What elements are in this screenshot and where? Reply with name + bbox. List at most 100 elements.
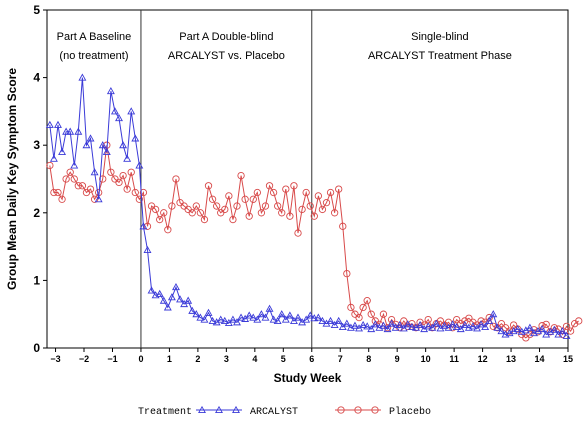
- phase-label-0-line-0: Part A Baseline: [57, 31, 132, 43]
- data-point: [436, 317, 445, 325]
- data-point: [139, 188, 148, 197]
- data-point: [102, 147, 111, 155]
- data-point: [379, 310, 388, 318]
- y-axis-ticks: 0 1 2 3 4 5: [33, 3, 47, 355]
- series-placebo: [46, 141, 583, 342]
- data-point: [399, 324, 408, 332]
- data-point: [468, 322, 477, 330]
- data-point: [355, 324, 364, 332]
- x-tick-label: 15: [563, 354, 573, 364]
- data-point: [285, 311, 294, 319]
- data-point: [294, 229, 302, 237]
- data-point: [566, 327, 575, 335]
- y-tick-label: 2: [33, 206, 40, 220]
- legend-label: Placebo: [389, 406, 431, 418]
- y-tick-label: 1: [33, 273, 40, 287]
- legend-marker: [198, 405, 206, 414]
- data-point: [249, 195, 257, 203]
- x-tick-label: 4: [252, 354, 257, 364]
- x-tick-label: 14: [535, 354, 545, 364]
- data-point: [123, 185, 131, 193]
- data-point: [395, 320, 404, 329]
- legend-label: ARCALYST: [250, 407, 298, 418]
- data-point: [525, 323, 534, 331]
- x-tick-label: 2: [195, 354, 200, 364]
- data-point: [139, 222, 148, 230]
- data-point: [90, 168, 99, 176]
- data-point: [485, 316, 494, 324]
- data-point: [147, 286, 156, 294]
- data-point: [554, 330, 563, 338]
- data-point: [168, 202, 176, 210]
- data-point: [342, 319, 351, 327]
- data-point: [269, 315, 278, 323]
- data-point: [58, 195, 66, 203]
- data-point: [82, 141, 91, 149]
- data-point: [363, 322, 372, 330]
- data-point: [164, 226, 172, 234]
- data-point: [94, 195, 103, 203]
- data-point: [318, 316, 327, 324]
- data-point: [489, 310, 498, 318]
- data-point: [237, 171, 245, 180]
- data-point: [318, 205, 327, 214]
- data-point: [310, 212, 318, 220]
- data-point: [119, 141, 128, 149]
- x-tick-label: 3: [224, 354, 229, 364]
- y-tick-label: 5: [33, 3, 40, 17]
- data-point: [224, 318, 233, 326]
- data-point: [387, 315, 396, 324]
- data-point: [355, 313, 363, 322]
- data-point: [371, 320, 380, 328]
- data-point: [135, 195, 144, 203]
- data-point: [290, 182, 298, 190]
- data-point: [86, 185, 95, 193]
- data-point: [196, 313, 205, 321]
- data-point: [314, 313, 323, 321]
- data-point: [188, 209, 196, 217]
- x-tick-label: 6: [309, 354, 314, 364]
- plot-frame: [46, 9, 569, 349]
- data-point: [306, 202, 314, 210]
- legend-item-placebo: Placebo: [335, 406, 431, 418]
- data-point: [119, 171, 127, 180]
- phase-label-1-line-1: ARCALYST vs. Placebo: [168, 50, 285, 62]
- data-point: [274, 202, 282, 210]
- data-point: [127, 107, 136, 115]
- data-point: [330, 320, 339, 329]
- data-point: [172, 283, 180, 291]
- data-point: [200, 315, 209, 323]
- y-axis-title: Group Mean Daily Key Symptom Score: [5, 68, 19, 290]
- legend-marker: [215, 405, 223, 414]
- data-point: [172, 175, 180, 183]
- data-point: [339, 222, 347, 230]
- data-point: [225, 192, 233, 200]
- data-point: [123, 154, 132, 162]
- legend-title: Treatment: [138, 407, 192, 418]
- data-point: [261, 202, 270, 210]
- data-point: [432, 319, 441, 327]
- data-point: [542, 320, 550, 328]
- data-point: [363, 297, 371, 305]
- data-point: [269, 188, 278, 197]
- data-point: [281, 315, 290, 323]
- data-point: [131, 134, 140, 142]
- data-point: [497, 326, 506, 335]
- data-point: [403, 320, 412, 328]
- data-point: [261, 313, 270, 321]
- data-point: [107, 168, 115, 176]
- data-point: [229, 215, 237, 224]
- data-point: [155, 289, 164, 297]
- legend-marker: [354, 406, 362, 414]
- data-point: [62, 127, 71, 135]
- data-point: [562, 331, 571, 339]
- data-point: [143, 222, 152, 230]
- data-point: [302, 315, 311, 323]
- data-point: [456, 324, 465, 333]
- legend: Treatment ARCALYST Placebo: [138, 405, 431, 418]
- phase-divider-layer: [140, 10, 313, 348]
- data-point: [359, 303, 367, 312]
- legend-marker: [337, 406, 345, 414]
- data-point: [180, 299, 189, 308]
- data-point: [493, 323, 502, 331]
